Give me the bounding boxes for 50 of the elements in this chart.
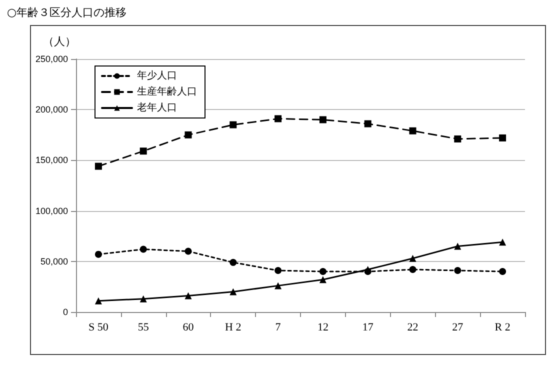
- x-tick-label: 27: [452, 322, 464, 334]
- point: [409, 254, 416, 262]
- point: [274, 282, 282, 290]
- x-tick-label: S 50: [88, 322, 109, 334]
- point: [94, 162, 102, 170]
- point: [184, 248, 192, 255]
- legend-label: 老年人口: [137, 102, 177, 114]
- point: [230, 121, 237, 128]
- point: [230, 258, 237, 266]
- point: [364, 268, 372, 276]
- point: [454, 135, 462, 142]
- y-tick-label: 250,000: [35, 54, 68, 64]
- point: [274, 115, 282, 122]
- point: [184, 131, 192, 138]
- point: [94, 297, 102, 304]
- y-axis-title: （人）: [43, 35, 76, 48]
- point: [409, 266, 416, 273]
- x-tick-label: 7: [275, 322, 282, 334]
- x-tick-label: 60: [182, 322, 194, 334]
- point: [499, 238, 506, 246]
- y-tick-label: 200,000: [35, 104, 68, 115]
- x-tick-label: R 2: [494, 322, 510, 334]
- x-tick-label: 22: [407, 322, 418, 334]
- point: [140, 295, 147, 302]
- point: [454, 267, 462, 274]
- point: [319, 268, 326, 276]
- point: [319, 276, 326, 284]
- x-tick-label: 55: [138, 322, 150, 334]
- point: [499, 268, 506, 276]
- point: [140, 246, 147, 253]
- y-tick-label: 0: [62, 307, 68, 317]
- point: [364, 120, 372, 128]
- y-tick-label: 100,000: [35, 206, 68, 216]
- legend-label: 生産年齢人口: [137, 86, 197, 98]
- point: [499, 134, 506, 142]
- y-tick-label: 150,000: [35, 155, 68, 166]
- x-tick-label: 12: [317, 322, 328, 334]
- point: [274, 267, 282, 274]
- point: [184, 292, 192, 300]
- x-tick-label: 17: [362, 322, 374, 334]
- y-tick-label: 50,000: [40, 256, 68, 266]
- point: [230, 288, 237, 296]
- chart-title: ○年齢３区分人口の推移: [7, 6, 127, 19]
- point: [454, 242, 462, 250]
- legend-label: 年少人口: [137, 70, 177, 82]
- point: [140, 148, 147, 155]
- point: [319, 116, 326, 124]
- point: [409, 127, 416, 134]
- point: [94, 250, 102, 258]
- x-tick-label: H 2: [225, 322, 242, 334]
